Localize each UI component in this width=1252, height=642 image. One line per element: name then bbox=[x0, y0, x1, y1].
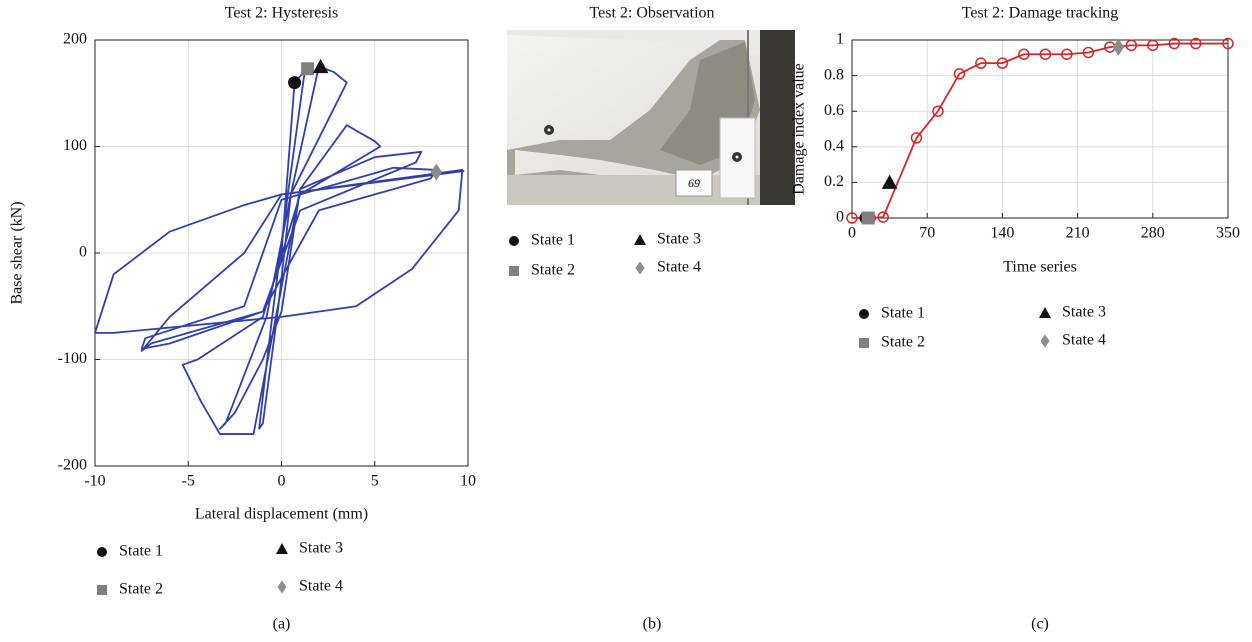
photo: 69 bbox=[507, 30, 795, 205]
chart-title: Test 2: Hysteresis bbox=[225, 5, 339, 22]
x-tick-label: 0 bbox=[278, 473, 286, 490]
data-point bbox=[1039, 48, 1052, 60]
x-tick-label: -5 bbox=[182, 473, 195, 490]
legend-label: State 1 bbox=[881, 305, 925, 322]
x-tick-label: 5 bbox=[371, 473, 379, 490]
state-marker bbox=[1112, 38, 1125, 56]
state-marker bbox=[859, 338, 869, 348]
state-marker bbox=[97, 547, 107, 557]
data-line bbox=[94, 65, 465, 435]
data-point bbox=[953, 68, 966, 80]
state-marker bbox=[312, 58, 329, 74]
y-tick-label: -200 bbox=[58, 457, 87, 474]
legend-label: State 3 bbox=[299, 540, 343, 557]
data-point bbox=[1018, 48, 1030, 60]
x-axis-label: Lateral displacement (mm) bbox=[195, 506, 368, 523]
x-tick-label: 10 bbox=[460, 473, 476, 490]
legend-label: State 2 bbox=[531, 262, 575, 279]
data-point bbox=[1222, 37, 1234, 50]
data-point bbox=[1190, 37, 1202, 50]
state-marker bbox=[509, 266, 519, 276]
data-point bbox=[932, 105, 944, 117]
plot-frame bbox=[851, 39, 1229, 219]
state-marker bbox=[1040, 334, 1050, 348]
x-tick-label: 280 bbox=[1141, 225, 1165, 242]
data-line bbox=[852, 42, 1228, 219]
state-marker bbox=[634, 234, 646, 245]
legend-label: State 1 bbox=[531, 232, 575, 249]
legend-label: State 3 bbox=[1062, 304, 1106, 321]
legend-label: State 3 bbox=[657, 231, 701, 248]
state-marker bbox=[301, 62, 315, 76]
state-marker bbox=[881, 174, 898, 189]
x-tick-label: 0 bbox=[848, 225, 856, 242]
state-marker bbox=[635, 261, 645, 275]
x-tick-label: -10 bbox=[84, 473, 105, 490]
panel-title: Test 2: Observation bbox=[589, 5, 714, 22]
y-tick-label: 100 bbox=[63, 137, 87, 154]
data-point bbox=[1061, 48, 1073, 60]
x-tick-label: 350 bbox=[1216, 225, 1240, 242]
legend-label: State 2 bbox=[119, 581, 163, 598]
legend-label: State 4 bbox=[657, 259, 701, 276]
y-tick-label: 1 bbox=[836, 31, 844, 48]
panel-caption: (b) bbox=[643, 616, 662, 633]
legend-label: State 2 bbox=[881, 334, 925, 351]
state-marker bbox=[288, 76, 302, 90]
legend-label: State 1 bbox=[119, 543, 163, 560]
y-tick-label: 0.4 bbox=[824, 137, 844, 154]
x-axis-label: Time series bbox=[1003, 259, 1077, 276]
y-axis-label: Base shear (kN) bbox=[9, 201, 26, 304]
data-point bbox=[846, 212, 858, 224]
data-point bbox=[1125, 39, 1138, 52]
y-tick-label: 0.2 bbox=[824, 173, 844, 190]
state-marker bbox=[509, 236, 519, 246]
state-marker bbox=[277, 580, 287, 594]
data-point bbox=[877, 211, 889, 223]
plot-frame bbox=[94, 39, 469, 467]
y-tick-label: 0 bbox=[79, 244, 87, 261]
data-point bbox=[1168, 37, 1181, 50]
data-point bbox=[1082, 46, 1095, 59]
photo-label: 69 bbox=[688, 176, 700, 190]
y-tick-label: 0.8 bbox=[824, 66, 844, 83]
panel-caption: (c) bbox=[1031, 616, 1049, 633]
x-tick-label: 210 bbox=[1066, 225, 1090, 242]
legend-label: State 4 bbox=[299, 578, 343, 595]
panel-caption: (a) bbox=[273, 616, 291, 633]
state-marker bbox=[276, 543, 288, 554]
y-tick-label: 0.6 bbox=[824, 102, 844, 119]
y-axis-label: Damage index value bbox=[791, 63, 808, 195]
data-point bbox=[910, 132, 923, 144]
state-marker bbox=[1039, 307, 1051, 318]
x-tick-label: 140 bbox=[990, 225, 1014, 242]
x-tick-label: 70 bbox=[919, 225, 935, 242]
legend-label: State 4 bbox=[1062, 332, 1106, 349]
state-marker bbox=[859, 309, 869, 319]
chart-title: Test 2: Damage tracking bbox=[962, 5, 1119, 22]
y-tick-label: 0 bbox=[836, 209, 844, 226]
y-tick-label: 200 bbox=[63, 31, 87, 48]
data-point bbox=[975, 57, 987, 69]
state-marker bbox=[430, 163, 443, 181]
data-point bbox=[996, 57, 1009, 69]
state-marker bbox=[861, 211, 875, 225]
y-tick-label: -100 bbox=[58, 350, 87, 367]
state-marker bbox=[97, 585, 107, 595]
data-point bbox=[1147, 39, 1159, 52]
